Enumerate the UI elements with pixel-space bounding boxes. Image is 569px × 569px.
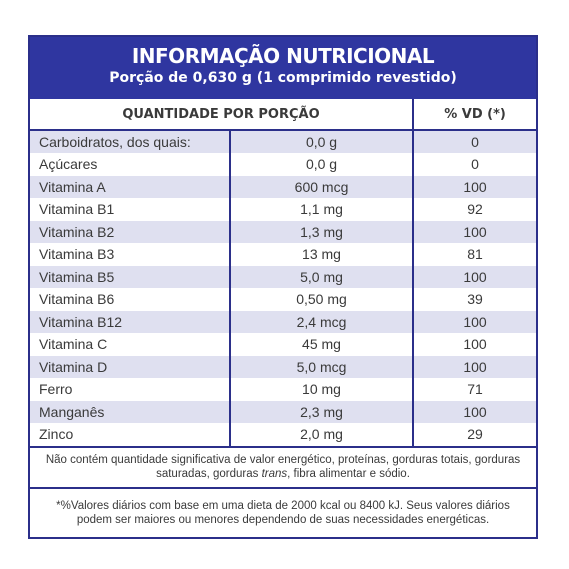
nutrition-title: INFORMAÇÃO NUTRICIONAL — [131, 44, 435, 68]
nutrient-daily-value: 29 — [412, 423, 537, 446]
table-row: Vitamina B1 1,1 mg 92 — [30, 198, 537, 221]
table-row: Vitamina D 5,0 mcg 100 — [30, 355, 537, 379]
nutrient-name: Vitamina B3 — [30, 243, 231, 266]
nutrient-quantity: 600 mcg — [230, 175, 414, 199]
daily-values-note: *%Valores diários com base em uma dieta … — [30, 487, 536, 533]
nutrient-name: Vitamina B1 — [30, 198, 231, 221]
nutrient-daily-value: 0 — [412, 130, 537, 154]
table-row: Zinco 2,0 mg 29 — [30, 423, 537, 446]
nutrient-quantity: 5,0 mg — [230, 265, 414, 289]
nutrient-name: Vitamina B6 — [30, 288, 231, 311]
nutrient-quantity: 1,3 mg — [230, 220, 414, 244]
nutrient-daily-value: 100 — [412, 400, 537, 424]
nutrient-daily-value: 100 — [412, 265, 537, 289]
not-significant-note: Não contém quantidade significativa de v… — [30, 446, 536, 487]
nutrient-daily-value: 100 — [412, 333, 537, 356]
nutrient-quantity: 2,0 mg — [230, 423, 414, 446]
nutrient-quantity: 1,1 mg — [230, 198, 414, 221]
table-row: Vitamina B2 1,3 mg 100 — [30, 220, 537, 244]
nutrient-quantity: 2,4 mcg — [230, 310, 414, 334]
note-text-start: Não contém quantidade significativa de v… — [45, 454, 521, 480]
nutrient-name: Vitamina D — [30, 355, 231, 379]
nutrient-quantity: 45 mg — [230, 333, 414, 356]
nutrient-quantity: 10 mg — [230, 378, 414, 401]
nutrition-facts-panel: INFORMAÇÃO NUTRICIONAL Porção de 0,630 g… — [28, 35, 538, 539]
table-row: Vitamina B6 0,50 mg 39 — [30, 288, 537, 311]
note-text-end: , fibra alimentar e sódio. — [287, 468, 410, 480]
nutrition-table: QUANTIDADE POR PORÇÃO % VD (*) Carboidra… — [30, 99, 537, 446]
nutrient-name: Vitamina B12 — [30, 310, 231, 334]
nutrient-name: Manganês — [30, 400, 231, 424]
nutrient-name: Carboidratos, dos quais: — [30, 130, 231, 154]
nutrient-quantity: 2,3 mg — [230, 400, 414, 424]
quantity-per-serving-header: QUANTIDADE POR PORÇÃO — [30, 99, 414, 131]
nutrient-daily-value: 100 — [412, 175, 537, 199]
nutrient-quantity: 0,0 g — [230, 153, 414, 176]
note-text-italic: trans — [261, 468, 288, 480]
nutrient-daily-value: 92 — [412, 198, 537, 221]
nutrient-quantity: 13 mg — [230, 243, 414, 266]
table-row: Vitamina B5 5,0 mg 100 — [30, 265, 537, 289]
table-row: Vitamina B3 13 mg 81 — [30, 243, 537, 266]
nutrient-daily-value: 71 — [412, 378, 537, 401]
nutrient-quantity: 0,50 mg — [230, 288, 414, 311]
serving-size: Porção de 0,630 g (1 comprimido revestid… — [109, 70, 457, 86]
table-row: Vitamina A 600 mcg 100 — [30, 175, 537, 199]
nutrient-name: Vitamina B5 — [30, 265, 231, 289]
nutrient-name: Ferro — [30, 378, 231, 401]
table-row: Manganês 2,3 mg 100 — [30, 400, 537, 424]
nutrient-name: Vitamina C — [30, 333, 231, 356]
nutrition-header: INFORMAÇÃO NUTRICIONAL Porção de 0,630 g… — [30, 37, 536, 99]
table-header-row: QUANTIDADE POR PORÇÃO % VD (*) — [30, 99, 537, 131]
nutrient-name: Vitamina A — [30, 175, 231, 199]
table-row: Vitamina C 45 mg 100 — [30, 333, 537, 356]
nutrient-daily-value: 100 — [412, 220, 537, 244]
nutrient-name: Açúcares — [30, 153, 231, 176]
nutrient-daily-value: 0 — [412, 153, 537, 176]
nutrient-name: Zinco — [30, 423, 231, 446]
table-row: Vitamina B12 2,4 mcg 100 — [30, 310, 537, 334]
nutrient-daily-value: 39 — [412, 288, 537, 311]
nutrient-daily-value: 100 — [412, 355, 537, 379]
nutrient-quantity: 5,0 mcg — [230, 355, 414, 379]
nutrient-daily-value: 81 — [412, 243, 537, 266]
table-row: Ferro 10 mg 71 — [30, 378, 537, 401]
nutrient-daily-value: 100 — [412, 310, 537, 334]
nutrient-quantity: 0,0 g — [230, 130, 414, 154]
daily-value-header: % VD (*) — [412, 99, 537, 131]
nutrient-name: Vitamina B2 — [30, 220, 231, 244]
